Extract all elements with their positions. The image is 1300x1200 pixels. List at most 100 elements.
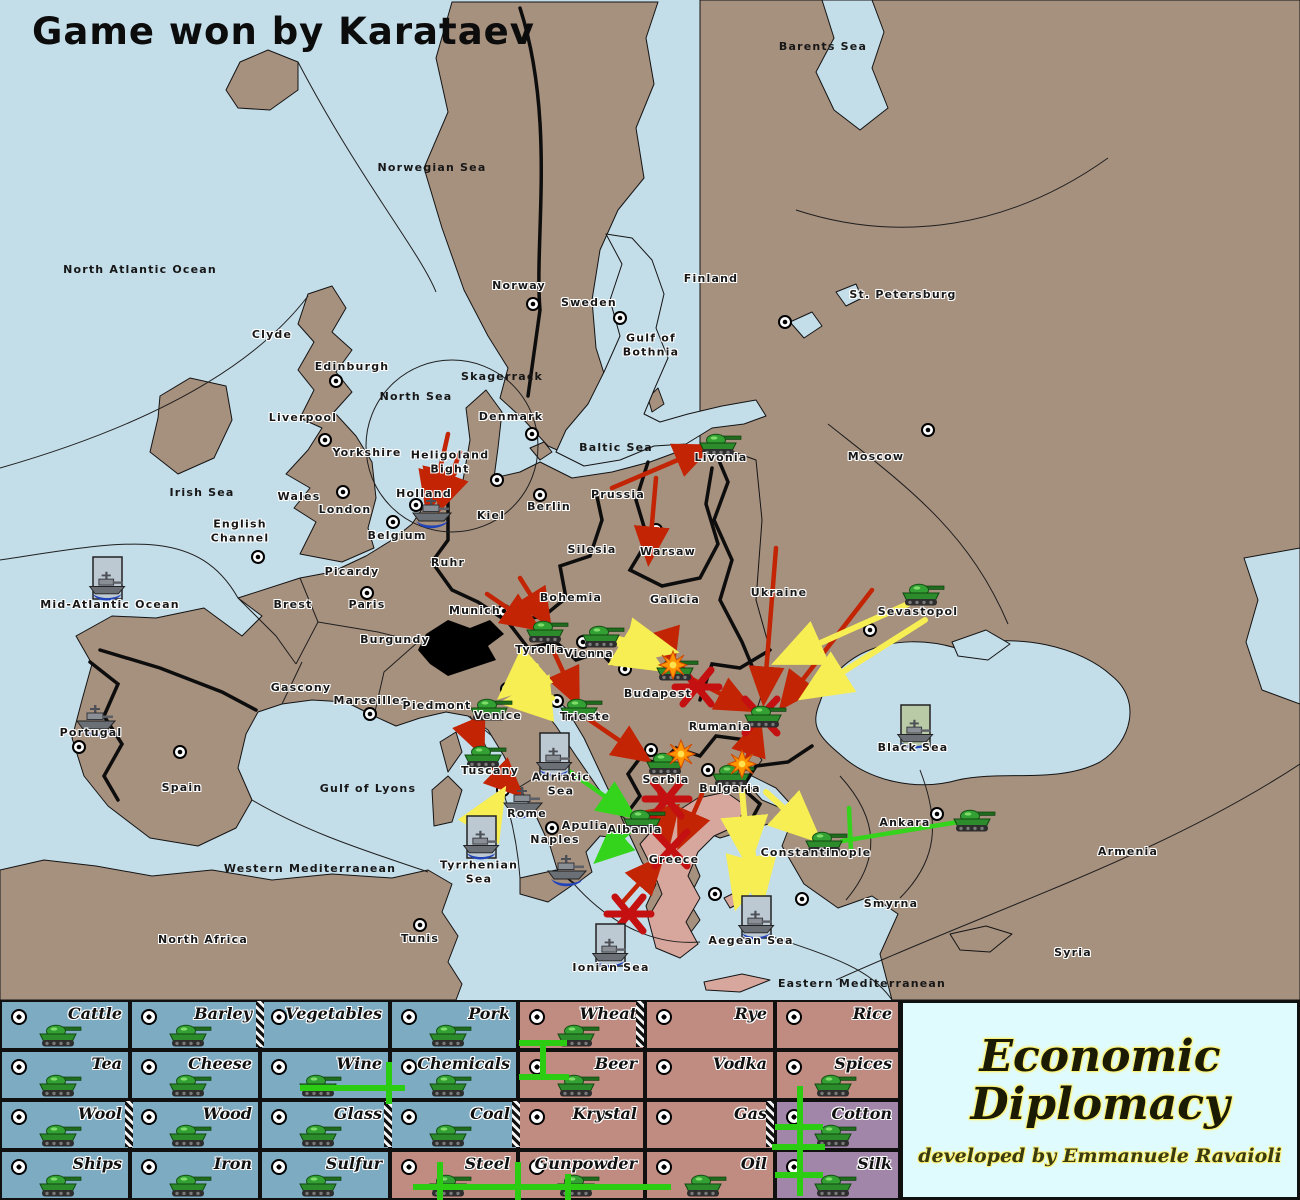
hatch-divider xyxy=(636,1001,644,1047)
attack-arrow xyxy=(452,713,486,759)
commodity-label: Pork xyxy=(468,1004,510,1023)
failed-move-icon xyxy=(651,828,691,870)
tank-icon xyxy=(39,1124,82,1147)
support-line xyxy=(565,1174,571,1200)
supply-icon xyxy=(529,1109,545,1125)
supply-icon xyxy=(141,1009,157,1025)
boxed-fleet-unit[interactable] xyxy=(592,923,629,968)
game-status-banner: Game won by Karataev xyxy=(32,10,535,53)
supply-center-dot xyxy=(708,887,722,901)
support-line xyxy=(775,1172,823,1178)
supply-center-dot xyxy=(930,807,944,821)
commodity-label: Wood xyxy=(202,1104,252,1123)
commodity-label: Tea xyxy=(91,1054,122,1073)
supply-icon xyxy=(786,1009,802,1025)
supply-icon xyxy=(141,1109,157,1125)
supply-center-dot xyxy=(533,488,547,502)
commodity-cell[interactable]: Iron xyxy=(130,1150,260,1200)
supply-center-dot xyxy=(251,550,265,564)
commodity-cell[interactable]: Pork xyxy=(390,1000,518,1050)
commodity-label: Wine xyxy=(336,1054,382,1073)
commodity-cell[interactable]: Krystal xyxy=(518,1100,645,1150)
commodity-label: Silk xyxy=(857,1154,892,1173)
supply-center-dot xyxy=(525,427,539,441)
tank-icon xyxy=(429,1024,472,1047)
hatch-divider xyxy=(766,1101,774,1147)
commodity-cell[interactable]: Spices xyxy=(775,1050,900,1100)
explosion-icon xyxy=(727,749,757,779)
supply-icon xyxy=(11,1109,27,1125)
supply-icon xyxy=(656,1009,672,1025)
commodity-cell[interactable]: Gas xyxy=(645,1100,775,1150)
commodity-cell[interactable]: Ships xyxy=(0,1150,130,1200)
commodity-cell[interactable]: Cattle xyxy=(0,1000,130,1050)
commodity-cell[interactable]: Glass xyxy=(260,1100,390,1150)
support-line xyxy=(519,1040,567,1046)
commodity-cell[interactable]: Wood xyxy=(130,1100,260,1150)
commodity-cell[interactable]: Rice xyxy=(775,1000,900,1050)
commodity-cell[interactable]: Vegetables xyxy=(260,1000,390,1050)
commodity-cell[interactable]: Tea xyxy=(0,1050,130,1100)
support-line xyxy=(540,1042,546,1080)
commodity-label: Glass xyxy=(333,1104,382,1123)
commodity-label: Spices xyxy=(834,1054,892,1073)
failed-move-icon xyxy=(641,778,693,820)
tank-icon xyxy=(169,1174,212,1197)
attack-arrow xyxy=(418,465,454,512)
hatch-divider xyxy=(125,1101,133,1147)
commodity-label: Vegetables xyxy=(285,1004,382,1023)
supply-center-dot xyxy=(921,423,935,437)
commodity-cell[interactable]: Cheese xyxy=(130,1050,260,1100)
supply-icon xyxy=(401,1059,417,1075)
commodity-cell[interactable]: Wool xyxy=(0,1100,130,1150)
commodity-label: Rye xyxy=(734,1004,768,1023)
switzerland-impassable xyxy=(418,620,504,676)
commodity-label: Vodka xyxy=(712,1054,767,1073)
europe-map[interactable] xyxy=(0,0,1300,1000)
commodity-cell[interactable]: Steel xyxy=(390,1150,518,1200)
commodity-cell[interactable]: Coal xyxy=(390,1100,518,1150)
supply-center-dot xyxy=(863,623,877,637)
commodity-cell[interactable]: Gunpowder xyxy=(518,1150,645,1200)
boxed-fleet-unit[interactable] xyxy=(89,556,126,601)
boxed-fleet-unit[interactable] xyxy=(897,704,934,749)
commodity-label: Gas xyxy=(733,1104,767,1123)
commodity-cell[interactable]: Rye xyxy=(645,1000,775,1050)
hatch-divider xyxy=(256,1001,264,1047)
attack-arrow xyxy=(607,623,667,673)
commodity-cell[interactable]: Barley xyxy=(130,1000,260,1050)
supply-icon xyxy=(529,1009,545,1025)
supply-center-dot xyxy=(644,743,658,757)
tank-icon xyxy=(169,1124,212,1147)
commodity-cell[interactable]: Wine xyxy=(260,1050,390,1100)
commodity-cell[interactable]: Vodka xyxy=(645,1050,775,1100)
boxed-fleet-unit[interactable] xyxy=(463,815,500,860)
supply-icon xyxy=(141,1159,157,1175)
tank-icon xyxy=(169,1024,212,1047)
support-line xyxy=(775,1124,823,1130)
attack-arrow xyxy=(609,443,715,491)
attack-arrow xyxy=(498,674,555,722)
game-title-line2: Diplomacy xyxy=(970,1079,1230,1130)
game-title-line1: Economic xyxy=(979,1030,1221,1082)
support-line xyxy=(519,1074,569,1080)
supply-center-dot xyxy=(413,918,427,932)
commodity-label: Cotton xyxy=(831,1104,893,1123)
support-line xyxy=(839,819,961,844)
commodity-label: Ships xyxy=(72,1154,122,1173)
support-line xyxy=(413,1184,671,1190)
commodity-cell[interactable]: Chemicals xyxy=(390,1050,518,1100)
supply-center-dot xyxy=(526,297,540,311)
commodity-cell[interactable]: Sulfur xyxy=(260,1150,390,1200)
commodity-label: Coal xyxy=(470,1104,510,1123)
supply-icon xyxy=(11,1009,27,1025)
boxed-fleet-unit[interactable] xyxy=(536,732,573,777)
supply-center-dot xyxy=(363,707,377,721)
boxed-fleet-unit[interactable] xyxy=(738,895,775,940)
commodity-label: Sulfur xyxy=(325,1154,382,1173)
attack-arrow xyxy=(515,575,552,629)
commodity-label: Beer xyxy=(594,1054,637,1073)
commodity-label: Rice xyxy=(852,1004,892,1023)
commodity-cell[interactable]: Oil xyxy=(645,1150,775,1200)
commodity-label: Barley xyxy=(194,1004,252,1023)
